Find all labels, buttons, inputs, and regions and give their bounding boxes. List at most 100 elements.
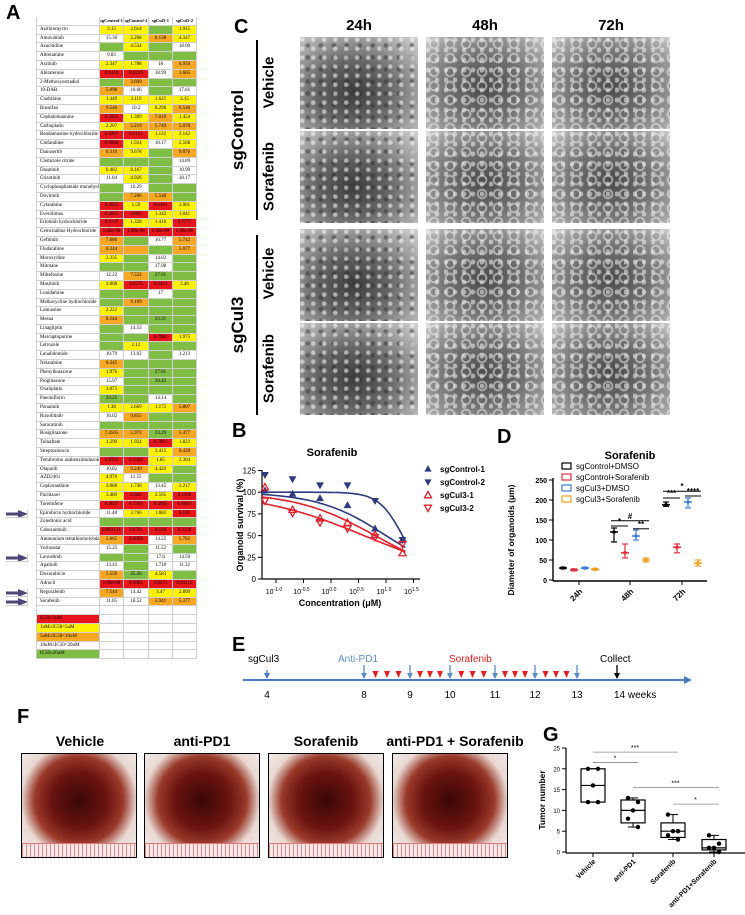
table-row: Amuvatinib 15.36 2.268 8.138 4.347 — [36, 34, 197, 44]
drug-name: Amuvatinib — [36, 34, 100, 44]
ic50-cell — [173, 307, 197, 317]
tumor-number-chart: 0 5 10 15 20 25 Tumor number Vehicle anti-PD1 Sor… — [537, 745, 745, 909]
panel-label-d: D — [497, 426, 512, 448]
table-row: Clofarabine 0.9998 1.924 10.17 2.568 — [36, 140, 197, 149]
panel-label-g: G — [543, 724, 559, 746]
data-point — [612, 530, 616, 534]
empty-cell — [124, 632, 149, 642]
timepoint-header: 24h — [346, 17, 372, 34]
ruler — [269, 843, 383, 857]
ic50-cell: 2.268 — [124, 34, 149, 44]
ic50-cell — [149, 351, 173, 361]
ic50-cell: 14.14 — [149, 395, 173, 405]
table-row: Cepharanthine 3.086 1.736 13.45 2.217 — [36, 483, 197, 493]
x-tick-label: 101.0 — [377, 587, 392, 596]
table-row: Masitinib 3.068 0.2575 0.6421 2.46 — [36, 280, 197, 290]
ic50-cell — [149, 52, 173, 61]
drug-name: 2-Methoxyestradiol — [36, 78, 100, 88]
empty-cell — [173, 623, 197, 633]
ic50-cell: 0.101 — [173, 509, 197, 519]
ic50-cell — [124, 52, 149, 61]
table-row: Adrucil 1.00e-06 0.5005 0.0571 0.03115 — [36, 580, 197, 589]
table-row: Oxaliplatin 3.075 — [36, 386, 197, 396]
drug-name: Clofarabine — [36, 140, 100, 149]
ic50-cell: 8.138 — [149, 34, 173, 44]
empty-cell — [124, 641, 149, 651]
ic50-cell: 7.544 — [100, 588, 124, 598]
ic50-cell: 14.03 — [149, 254, 173, 264]
timepoint-header: 48h — [472, 17, 498, 34]
ic50-cell: 5.941 — [149, 597, 173, 607]
table-row: Epirubicin hydrochloride 11.48 3.766 1.683 0… — [6, 509, 197, 519]
ic50-cell: 1.718 — [149, 562, 173, 572]
table-row: Apatinib 13.43 1.718 11.32 — [36, 562, 197, 572]
y-axis-label: Organoid survival (%) — [235, 478, 245, 571]
drug-name: Cephalomannine — [36, 113, 100, 123]
sorafenib-dose-arrow — [395, 671, 402, 678]
ic50-cell — [124, 254, 149, 264]
ic50-cell: 13.45 — [149, 483, 173, 493]
sorafenib-dose-arrow — [480, 671, 487, 678]
ic50-cell: 2.568 — [173, 140, 197, 149]
y-tick-label: 25 — [247, 553, 256, 562]
sorafenib-dose-arrow — [458, 671, 465, 678]
drug-name: Dovitinib — [36, 192, 100, 202]
ic50-cell: 0.2131 — [124, 131, 149, 141]
ic50-cell — [100, 289, 124, 299]
ic50-cell — [173, 342, 197, 352]
empty-cell — [124, 615, 149, 624]
legend-row: 10uM≤IC50<20uM — [36, 641, 197, 651]
ic50-cell: 1.00e-06 — [149, 228, 173, 237]
data-point — [260, 482, 270, 491]
legend-row: 1uM≤IC50<5uM — [36, 623, 197, 633]
drug-name: Crizotinib — [36, 175, 100, 185]
ic50-cell: 5.477 — [173, 430, 197, 440]
y-tick-label: 5 — [557, 830, 561, 836]
table-row: Clemizole citrate 14.89 — [36, 157, 197, 167]
sorafenib-dose-arrow — [553, 671, 559, 678]
ic50-cell — [100, 184, 124, 193]
drug-name: Olaparib — [36, 465, 100, 475]
ic50-cell: 6.546 — [173, 104, 197, 114]
drug-name: Letrozole — [36, 342, 100, 352]
data-point — [260, 497, 270, 506]
table-row: Gefitinib 7.686 16.77 5.742 — [36, 236, 197, 246]
table-row: Cytarabine 0.4623 1.59 0.0461 2.001 — [36, 201, 197, 211]
x-tick-label: anti-PD1 — [612, 858, 637, 883]
data-point — [288, 476, 297, 484]
y-tick-label: 100 — [243, 488, 257, 497]
ic50-cell — [149, 175, 173, 185]
ic50-cell: 1.924 — [124, 140, 149, 149]
ic50-cell: 1.85 — [149, 456, 173, 466]
table-row: Saracatinib — [36, 421, 197, 431]
liver-photo-combo — [392, 753, 508, 858]
ic50-cell: 1.665 — [173, 69, 197, 79]
ic50-cell: 3.086 — [100, 483, 124, 493]
x-tick-label: 10-0.5 — [293, 587, 310, 596]
drug-name: Moroxydine — [36, 254, 100, 264]
ic50-cell: 2.222 — [100, 307, 124, 317]
drug-name: Cepharanthine — [36, 483, 100, 493]
ic50-cell: 3.075 — [100, 386, 124, 396]
drug-name: Altretamine — [36, 52, 100, 61]
ic50-cell: 0.5935 — [100, 113, 124, 123]
ic50-cell: 2.001 — [173, 201, 197, 211]
ic50-cell — [124, 307, 149, 317]
ic50-cell — [124, 316, 149, 325]
data-point — [585, 766, 591, 771]
timepoint-header: 72h — [598, 17, 624, 34]
panel-label-b: B — [232, 420, 247, 442]
timeline-label-antipd1: Anti-PD1 — [338, 654, 378, 665]
drug-name: Phenylbutazone — [36, 368, 100, 378]
table-row: Lenvatinib 17.6 14.59 — [6, 553, 197, 563]
legend-label: sgControl-1 — [440, 465, 485, 474]
drug-ic50-table: sgControl-1 sgControl-2 sgCul3-1 sgCul3-2 Az… — [6, 17, 197, 660]
drug-name: Saracatinib — [36, 421, 100, 431]
ic50-cell — [124, 333, 149, 343]
y-tick-label: 250 — [535, 478, 547, 485]
table-row: Sorafenib 11.05 18.52 5.941 5.377 — [6, 597, 197, 607]
legend-label: sgControl+Sorafenib — [576, 473, 650, 482]
ic50-cell: 1.38 — [100, 404, 124, 413]
ic50-cell: 17.61 — [173, 87, 197, 97]
data-point — [675, 545, 679, 549]
